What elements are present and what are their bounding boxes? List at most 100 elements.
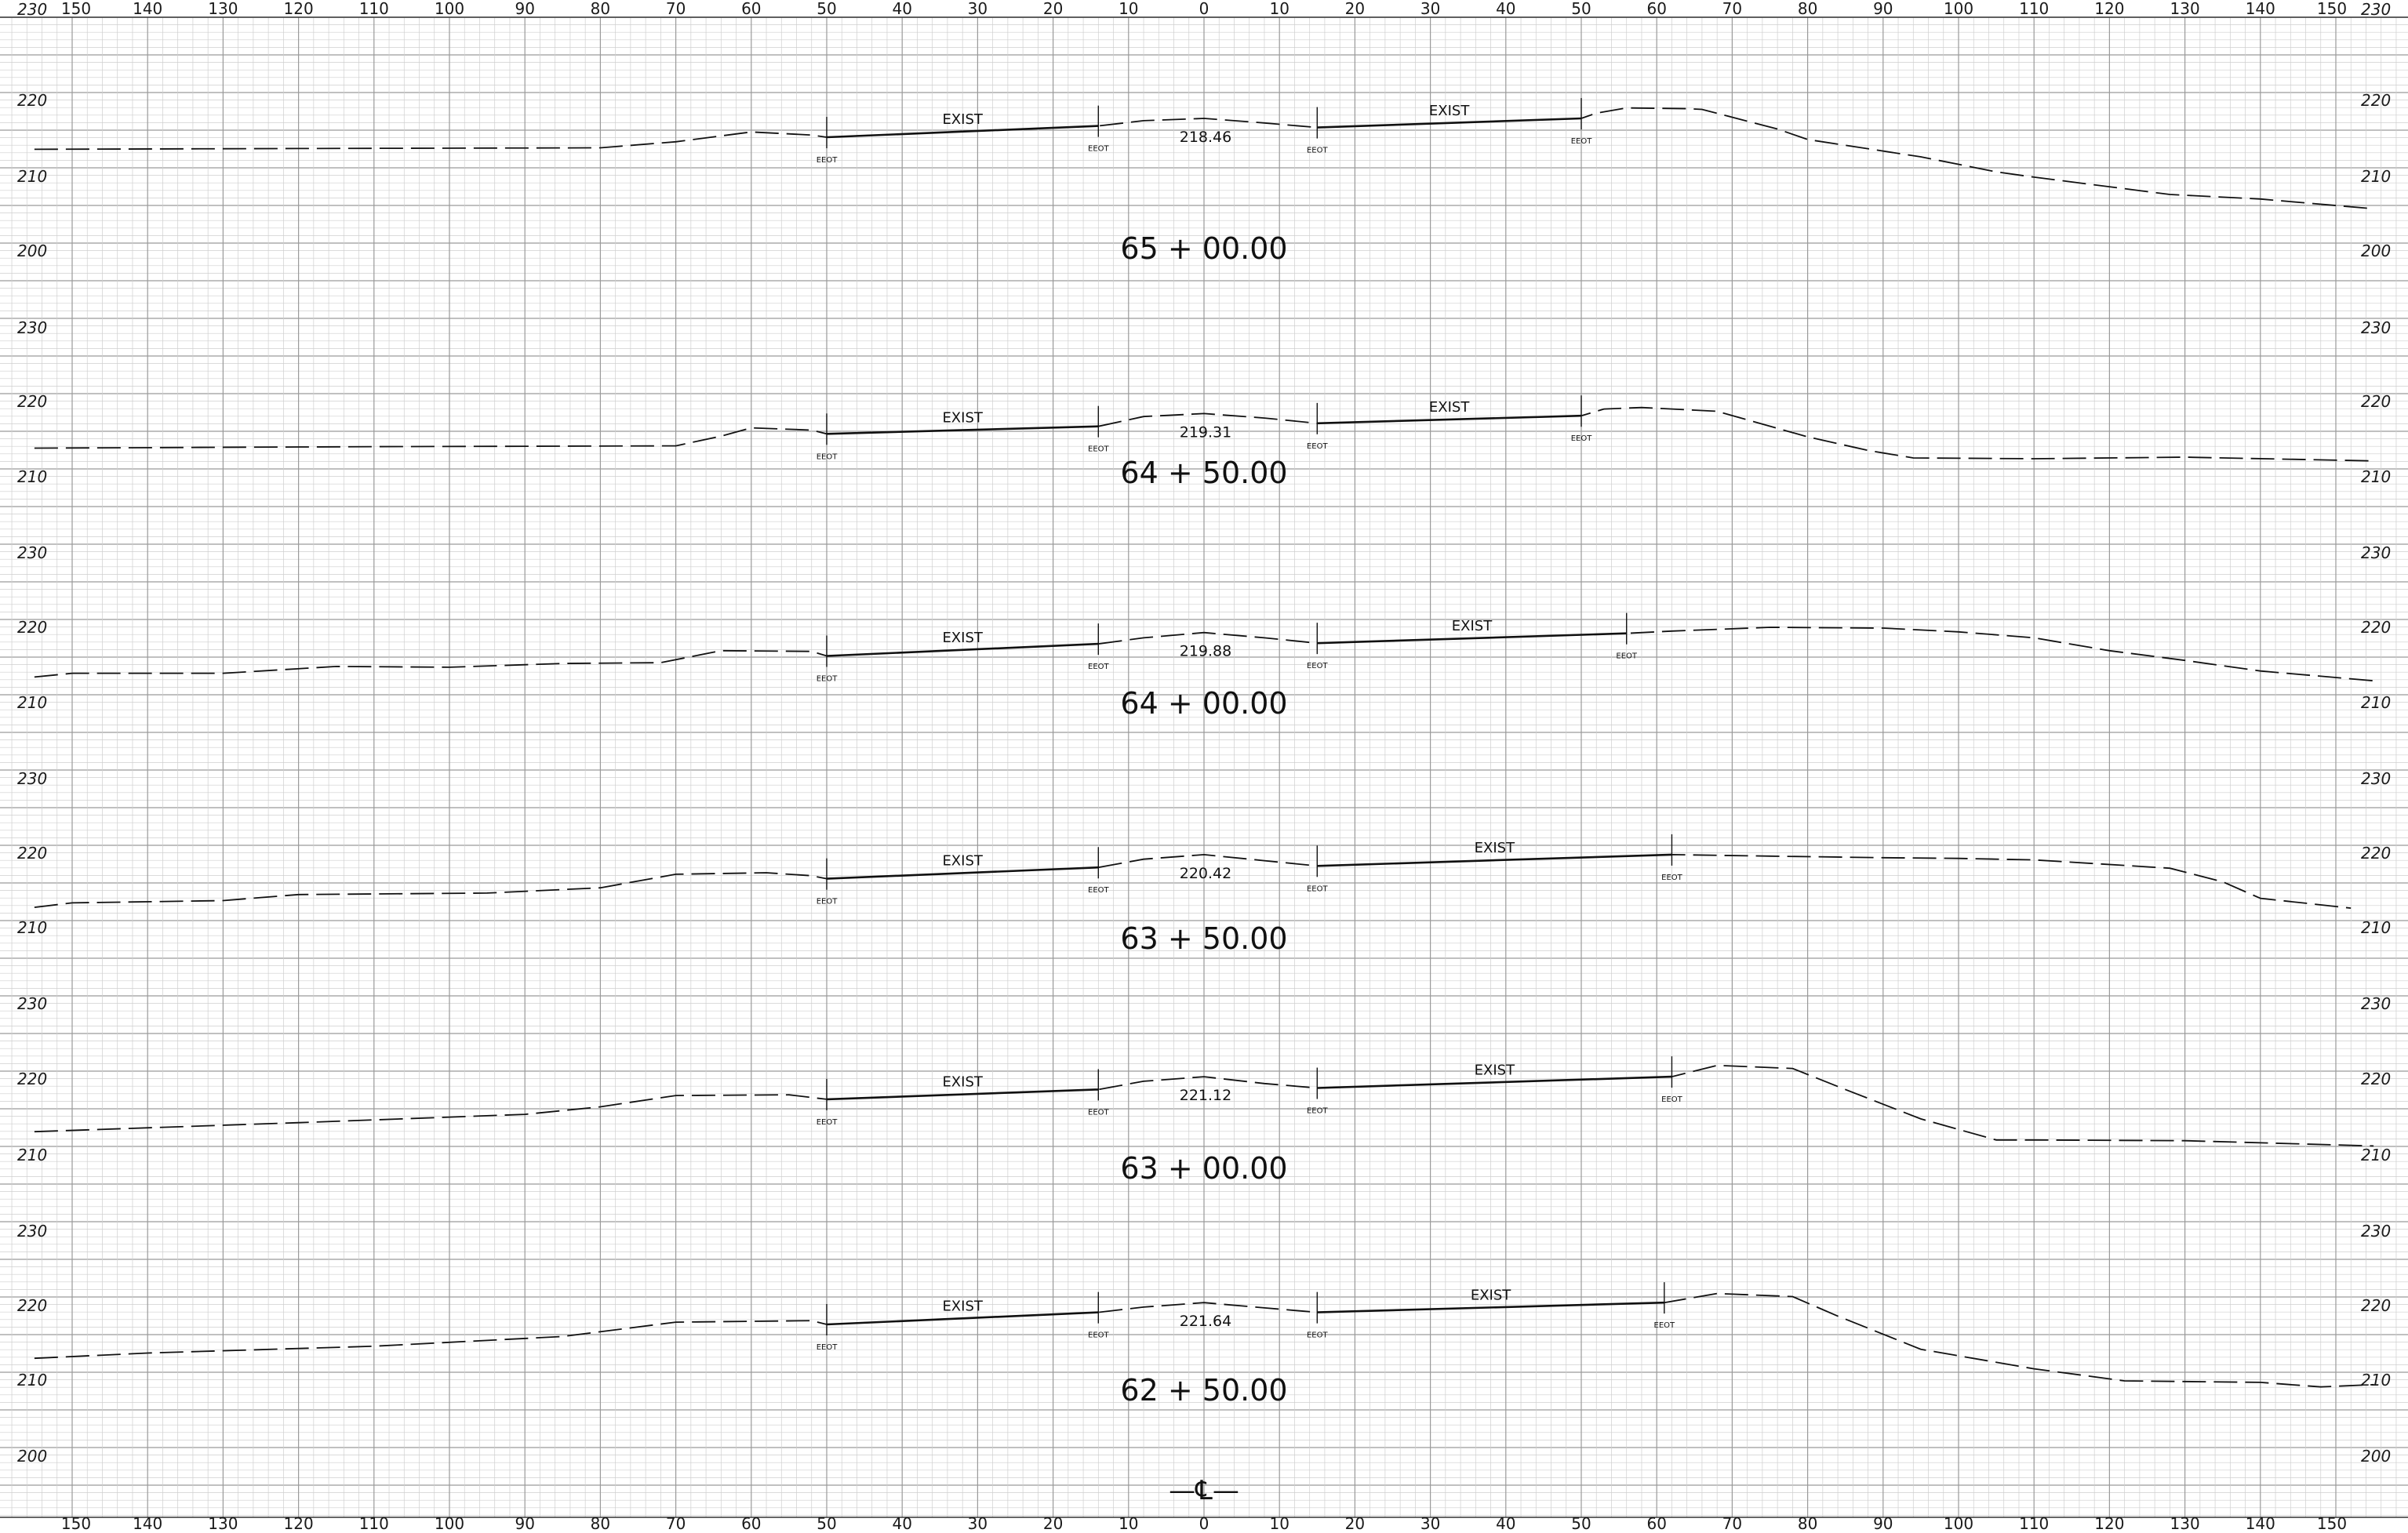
right-elevation-label: 210: [2361, 918, 2391, 937]
cross-section: EEOT EEOT EEOT EEOT EXIST EXIST 219.31 64 + 50.…: [34, 395, 2374, 490]
existing-pavement-left: [826, 1311, 1099, 1326]
bottom-offset-tick-label: 110: [359, 1514, 389, 1533]
top-offset-axis: 150 140 130 120 110 100 90 80 70 60 50 40 30 20 10 0 10 2…: [61, 0, 2347, 18]
bottom-offset-tick-label: 10: [1119, 1514, 1138, 1533]
top-offset-tick-label: 10: [1119, 0, 1138, 18]
station-label: 64 + 50.00: [1120, 456, 1287, 490]
right-elevation-label: 230: [2361, 318, 2391, 337]
cross-sections: EEOT EEOT EEOT EEOT EXIST EXIST 218.46 65 + 00.…: [34, 98, 2374, 1408]
existing-pavement-left: [826, 642, 1099, 657]
right-elevation-label: 230: [2361, 994, 2391, 1013]
bottom-offset-tick-label: 10: [1269, 1514, 1289, 1533]
bottom-offset-tick-label: 140: [2246, 1514, 2275, 1533]
eeot-label: EEOT: [817, 452, 838, 461]
centerline-elevation-label: 221.64: [1180, 1313, 1231, 1330]
left-elevation-label: 230: [17, 0, 47, 19]
left-elevation-label: 210: [17, 1146, 47, 1164]
right-elevation-label: 230: [2361, 543, 2391, 562]
bottom-offset-tick-label: 120: [2094, 1514, 2124, 1533]
existing-ground-line: [34, 853, 2352, 909]
left-elevation-label: 230: [17, 1222, 47, 1241]
existing-ground-line: [34, 406, 2374, 462]
right-elevation-label: 220: [2361, 392, 2391, 411]
cross-section: EEOT EEOT EEOT EEOT EXIST EXIST 219.88 64 + 00.…: [34, 612, 2374, 721]
eeot-label: EEOT: [817, 1118, 838, 1127]
left-elevation-label: 230: [17, 318, 47, 337]
exist-label-left: EXIST: [942, 630, 983, 646]
left-elevation-label: 210: [17, 467, 47, 486]
cross-section: EEOT EEOT EEOT EEOT EXIST EXIST 220.42 63 + 50.…: [34, 834, 2352, 956]
right-elevation-label: 230: [2361, 1222, 2391, 1241]
centerline-elevation-label: 220.42: [1180, 865, 1231, 882]
left-elevation-label: 210: [17, 1371, 47, 1390]
existing-ground-line: [34, 1064, 2374, 1147]
existing-ground-line: [34, 1292, 2374, 1388]
bottom-offset-tick-label: 90: [515, 1514, 534, 1533]
bottom-offset-axis: 150 140 130 120 110 100 90 80 70 60 50 40 30 20 10 0 10 2…: [61, 1514, 2347, 1533]
bottom-offset-tick-label: 150: [61, 1514, 91, 1533]
existing-pavement-left: [826, 866, 1099, 880]
right-elevation-label: 220: [2361, 1070, 2391, 1088]
top-offset-tick-label: 10: [1269, 0, 1289, 18]
right-elevation-label: 200: [2361, 242, 2391, 260]
top-offset-tick-label: 140: [133, 0, 162, 18]
top-offset-tick-label: 90: [1873, 0, 1893, 18]
left-elevation-label: 210: [17, 167, 47, 186]
top-offset-tick-label: 120: [284, 0, 314, 18]
eeot-label: EEOT: [1616, 652, 1638, 661]
centerline-elevation-label: 219.88: [1180, 643, 1231, 660]
top-offset-tick-label: 60: [741, 0, 761, 18]
left-elevation-label: 200: [17, 242, 47, 260]
left-elevation-label: 200: [17, 1447, 47, 1466]
exist-label-left: EXIST: [942, 409, 983, 426]
top-offset-tick-label: 40: [1496, 0, 1515, 18]
exist-label-left: EXIST: [942, 852, 983, 869]
bottom-offset-tick-label: 130: [2170, 1514, 2200, 1533]
right-elevation-label: 230: [2361, 769, 2391, 788]
exist-label-right: EXIST: [1475, 840, 1515, 856]
eeot-label: EEOT: [817, 898, 838, 906]
top-offset-tick-label: 110: [359, 0, 389, 18]
bottom-offset-tick-label: 80: [591, 1514, 610, 1533]
existing-pavement-right: [1317, 632, 1627, 645]
top-offset-tick-label: 30: [1420, 0, 1440, 18]
cross-section: EEOT EEOT EEOT EEOT EXIST EXIST 218.46 65 + 00.…: [34, 98, 2374, 266]
bottom-offset-tick-label: 110: [2019, 1514, 2049, 1533]
bottom-offset-tick-label: 130: [208, 1514, 238, 1533]
top-offset-tick-label: 60: [1646, 0, 1666, 18]
eeot-label: EEOT: [1571, 137, 1593, 146]
eeot-label: EEOT: [1088, 886, 1110, 895]
left-elevation-label: 220: [17, 392, 47, 411]
eeot-label: EEOT: [1088, 145, 1110, 154]
eeot-label: EEOT: [1307, 662, 1329, 670]
eeot-label: EEOT: [1088, 663, 1110, 671]
exist-label-right: EXIST: [1452, 618, 1493, 634]
bottom-offset-tick-label: 70: [666, 1514, 686, 1533]
right-elevation-label: 220: [2361, 91, 2391, 110]
right-elevation-label: 220: [2361, 844, 2391, 863]
exist-label-right: EXIST: [1429, 103, 1470, 119]
top-offset-tick-label: 90: [515, 0, 534, 18]
bottom-offset-tick-label: 20: [1345, 1514, 1365, 1533]
left-elevation-label: 220: [17, 91, 47, 110]
left-elevation-label: 210: [17, 918, 47, 937]
left-elevation-label: 220: [17, 844, 47, 863]
right-elevation-label: 210: [2361, 693, 2391, 712]
top-offset-tick-label: 100: [435, 0, 464, 18]
right-elevation-label: 220: [2361, 618, 2391, 637]
station-label: 63 + 50.00: [1120, 921, 1287, 956]
bottom-offset-tick-label: 50: [1571, 1514, 1591, 1533]
left-elevation-label: 210: [17, 693, 47, 712]
cross-section: EEOT EEOT EEOT EEOT EXIST EXIST 221.12 63 + 00.…: [34, 1056, 2374, 1186]
exist-label-right: EXIST: [1471, 1287, 1511, 1303]
eeot-label: EEOT: [1088, 445, 1110, 454]
top-offset-tick-label: 50: [1571, 0, 1591, 18]
top-offset-tick-label: 140: [2246, 0, 2275, 18]
existing-pavement-right: [1317, 853, 1672, 867]
right-elevation-label: 210: [2361, 1371, 2391, 1390]
bottom-offset-tick-label: 40: [1496, 1514, 1515, 1533]
bottom-offset-tick-label: 80: [1798, 1514, 1817, 1533]
top-offset-tick-label: 110: [2019, 0, 2049, 18]
left-elevation-label: 230: [17, 994, 47, 1013]
